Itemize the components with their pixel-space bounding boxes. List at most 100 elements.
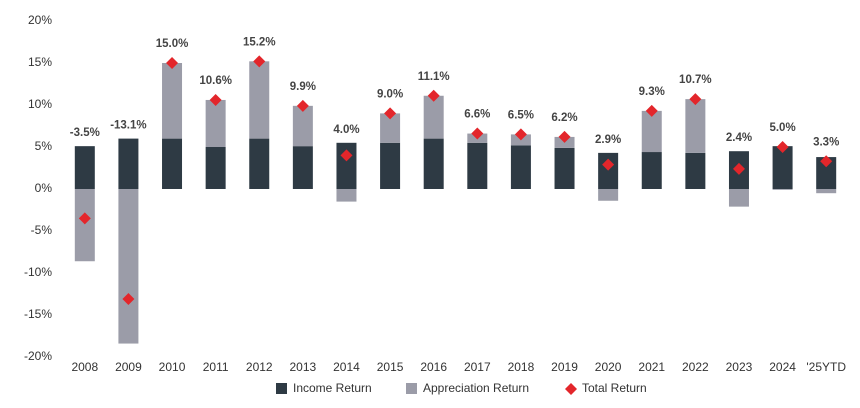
x-tick-label: 2009 [115,360,142,374]
total-marker [253,55,266,68]
bar-segment [772,146,793,189]
total-marker [122,293,135,306]
bar-segment [118,189,139,344]
value-label: 6.2% [551,112,577,124]
y-tick-label: -20% [24,349,52,363]
value-label: 10.6% [199,75,232,87]
bar-segment [423,95,444,139]
legend-label: Total Return [582,381,647,395]
value-label: 11.1% [418,71,450,83]
bar-segment [816,157,837,189]
x-tick-label: 2014 [333,360,360,374]
legend-label: Income Return [293,381,372,395]
value-label: -13.1% [110,120,146,132]
y-tick-label: 15% [28,55,52,69]
bar-segment [685,152,706,189]
total-marker [514,128,527,141]
bar-segment [380,142,401,189]
y-tick-label: -5% [31,223,53,237]
bar-segment [118,138,139,189]
total-marker [340,149,353,162]
x-tick-label: 2019 [551,360,578,374]
total-marker [689,93,702,106]
x-tick-label: 2008 [71,360,98,374]
x-tick-label: 2018 [508,360,535,374]
bar-segment [74,189,95,262]
value-label: 6.5% [508,109,534,121]
total-marker [645,104,658,117]
bar-segment [162,63,183,139]
y-tick-label: 10% [28,97,52,111]
x-tick-label: 2010 [159,360,186,374]
total-marker [776,141,789,153]
bar-segment [598,152,619,189]
total-marker [732,162,745,175]
value-label: 9.0% [377,88,403,100]
x-tick-label: 2023 [726,360,753,374]
bar-segment [772,189,793,190]
x-tick-label: 2016 [420,360,447,374]
value-label: 2.4% [726,132,752,144]
y-tick-label: 5% [35,139,53,153]
x-tick-label: '25YTD [806,360,846,374]
value-label: 5.0% [769,122,795,134]
bar-segment [423,138,444,189]
bar-segment [162,138,183,189]
total-marker [558,130,571,143]
y-tick-label: -15% [24,307,52,321]
value-label: -3.5% [70,127,100,139]
total-marker [166,57,179,69]
bar-segment [685,99,706,153]
bar-segment [249,138,270,189]
value-label: 2.9% [595,134,621,146]
y-tick-label: 0% [35,181,53,195]
legend-swatch [276,383,287,394]
x-tick-label: 2017 [464,360,491,374]
legend-swatch [406,383,417,394]
bar-segment [205,147,226,189]
bar-segment [249,61,270,139]
bar-segment [336,189,357,202]
legend-swatch [565,383,577,395]
total-marker [427,89,440,102]
x-tick-label: 2012 [246,360,273,374]
legend-label: Appreciation Return [423,381,529,395]
bar-segment [510,145,531,189]
bar-segment [292,146,313,189]
bar-segment [336,142,357,189]
value-label: 10.7% [679,74,712,86]
y-tick-label: 20% [28,13,52,27]
value-label: 3.3% [813,136,839,148]
x-tick-label: 2024 [769,360,796,374]
total-marker [820,155,833,168]
x-tick-label: 2022 [682,360,709,374]
bar-segment [467,142,488,189]
bar-segment [554,147,575,189]
bar-segment [205,99,226,147]
total-marker [384,107,397,120]
total-marker [209,93,222,106]
value-label: 9.9% [290,81,316,93]
total-marker [78,212,91,225]
x-tick-label: 2015 [377,360,404,374]
value-label: 15.2% [243,36,276,48]
total-marker [296,99,309,112]
bar-segment [598,189,619,201]
y-tick-label: -10% [24,265,52,279]
x-tick-label: 2021 [638,360,665,374]
value-label: 9.3% [639,86,665,98]
total-marker [602,158,615,171]
bar-segment [74,146,95,189]
bar-segment [641,110,662,153]
bar-segment [380,113,401,143]
value-label: 15.0% [156,38,189,50]
x-tick-label: 2020 [595,360,622,374]
bar-segment [728,189,749,207]
total-marker [471,127,484,140]
bar-segment [292,105,313,147]
bar-segment [816,189,837,194]
value-label: 4.0% [333,124,359,136]
x-tick-label: 2013 [290,360,317,374]
x-tick-label: 2011 [203,360,229,374]
